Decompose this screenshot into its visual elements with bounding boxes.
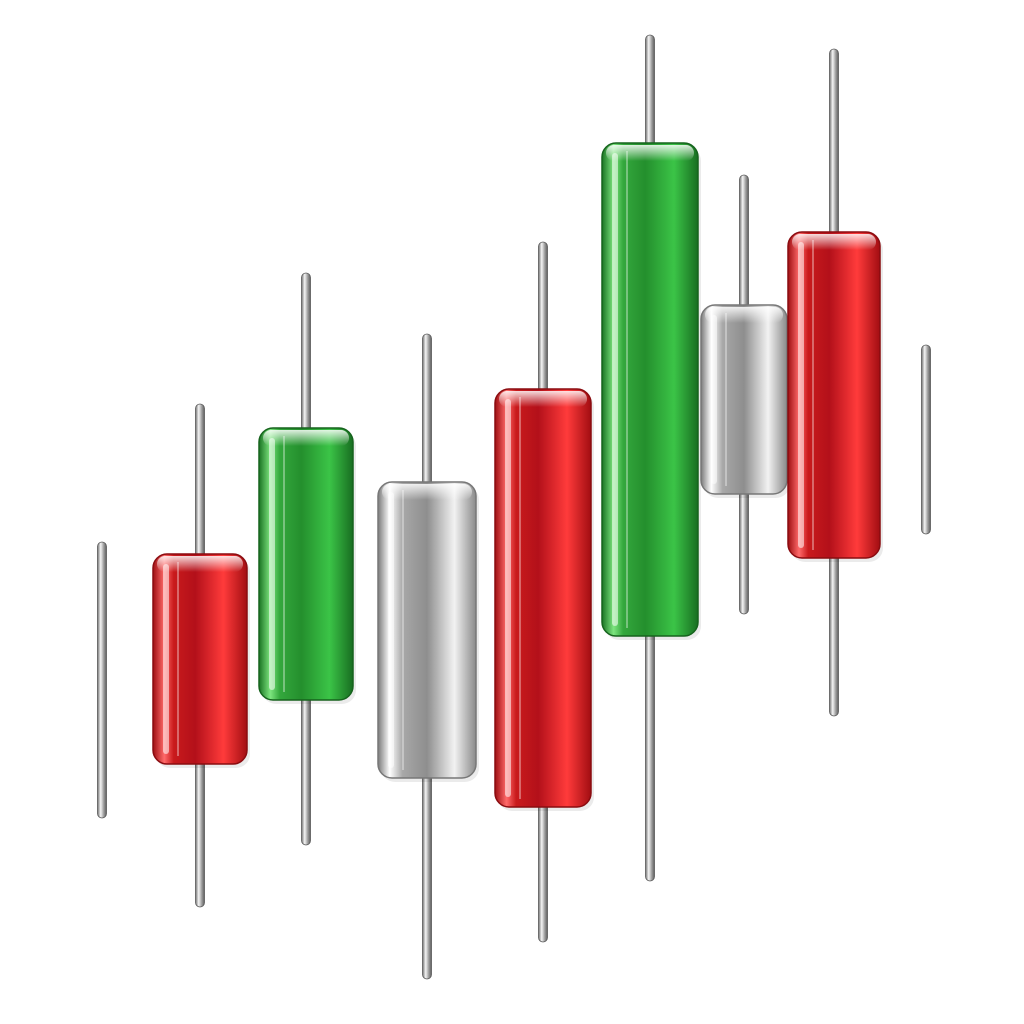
wick xyxy=(921,344,931,535)
candle-body xyxy=(494,388,592,808)
candle-body xyxy=(700,304,788,495)
body-edge-line xyxy=(177,562,179,756)
body-highlight xyxy=(711,315,717,484)
candle-body xyxy=(377,481,477,779)
candle-body xyxy=(258,427,354,701)
body-edge-line xyxy=(283,436,285,692)
body-cap-sheen xyxy=(263,430,349,446)
body-highlight xyxy=(163,564,169,754)
candle-body xyxy=(601,142,699,637)
body-highlight xyxy=(269,438,275,690)
body-highlight xyxy=(388,492,394,768)
candle-body xyxy=(787,231,881,559)
candlestick-silver xyxy=(377,333,479,980)
body-cap-sheen xyxy=(705,307,783,323)
candlestick-silver xyxy=(700,174,790,615)
body-edge-line xyxy=(812,240,814,550)
candlestick-red xyxy=(152,403,250,908)
body-edge-line xyxy=(402,490,404,770)
body-highlight xyxy=(612,153,618,626)
body-edge-line xyxy=(626,151,628,628)
body-cap-sheen xyxy=(792,234,876,250)
body-highlight xyxy=(505,399,511,797)
candlestick-green xyxy=(601,34,701,882)
body-cap-sheen xyxy=(382,484,472,500)
candle-body xyxy=(152,553,248,765)
body-highlight xyxy=(798,242,804,548)
body-cap-sheen xyxy=(606,145,694,161)
candlestick-green xyxy=(258,272,356,846)
wick-line xyxy=(921,344,931,535)
body-edge-line xyxy=(519,397,521,799)
wick xyxy=(97,541,107,819)
body-cap-sheen xyxy=(157,556,243,572)
candlestick-red xyxy=(787,48,883,717)
body-edge-line xyxy=(725,313,727,486)
wick-line xyxy=(97,541,107,819)
candlestick-red xyxy=(494,241,594,943)
body-cap-sheen xyxy=(499,391,587,407)
